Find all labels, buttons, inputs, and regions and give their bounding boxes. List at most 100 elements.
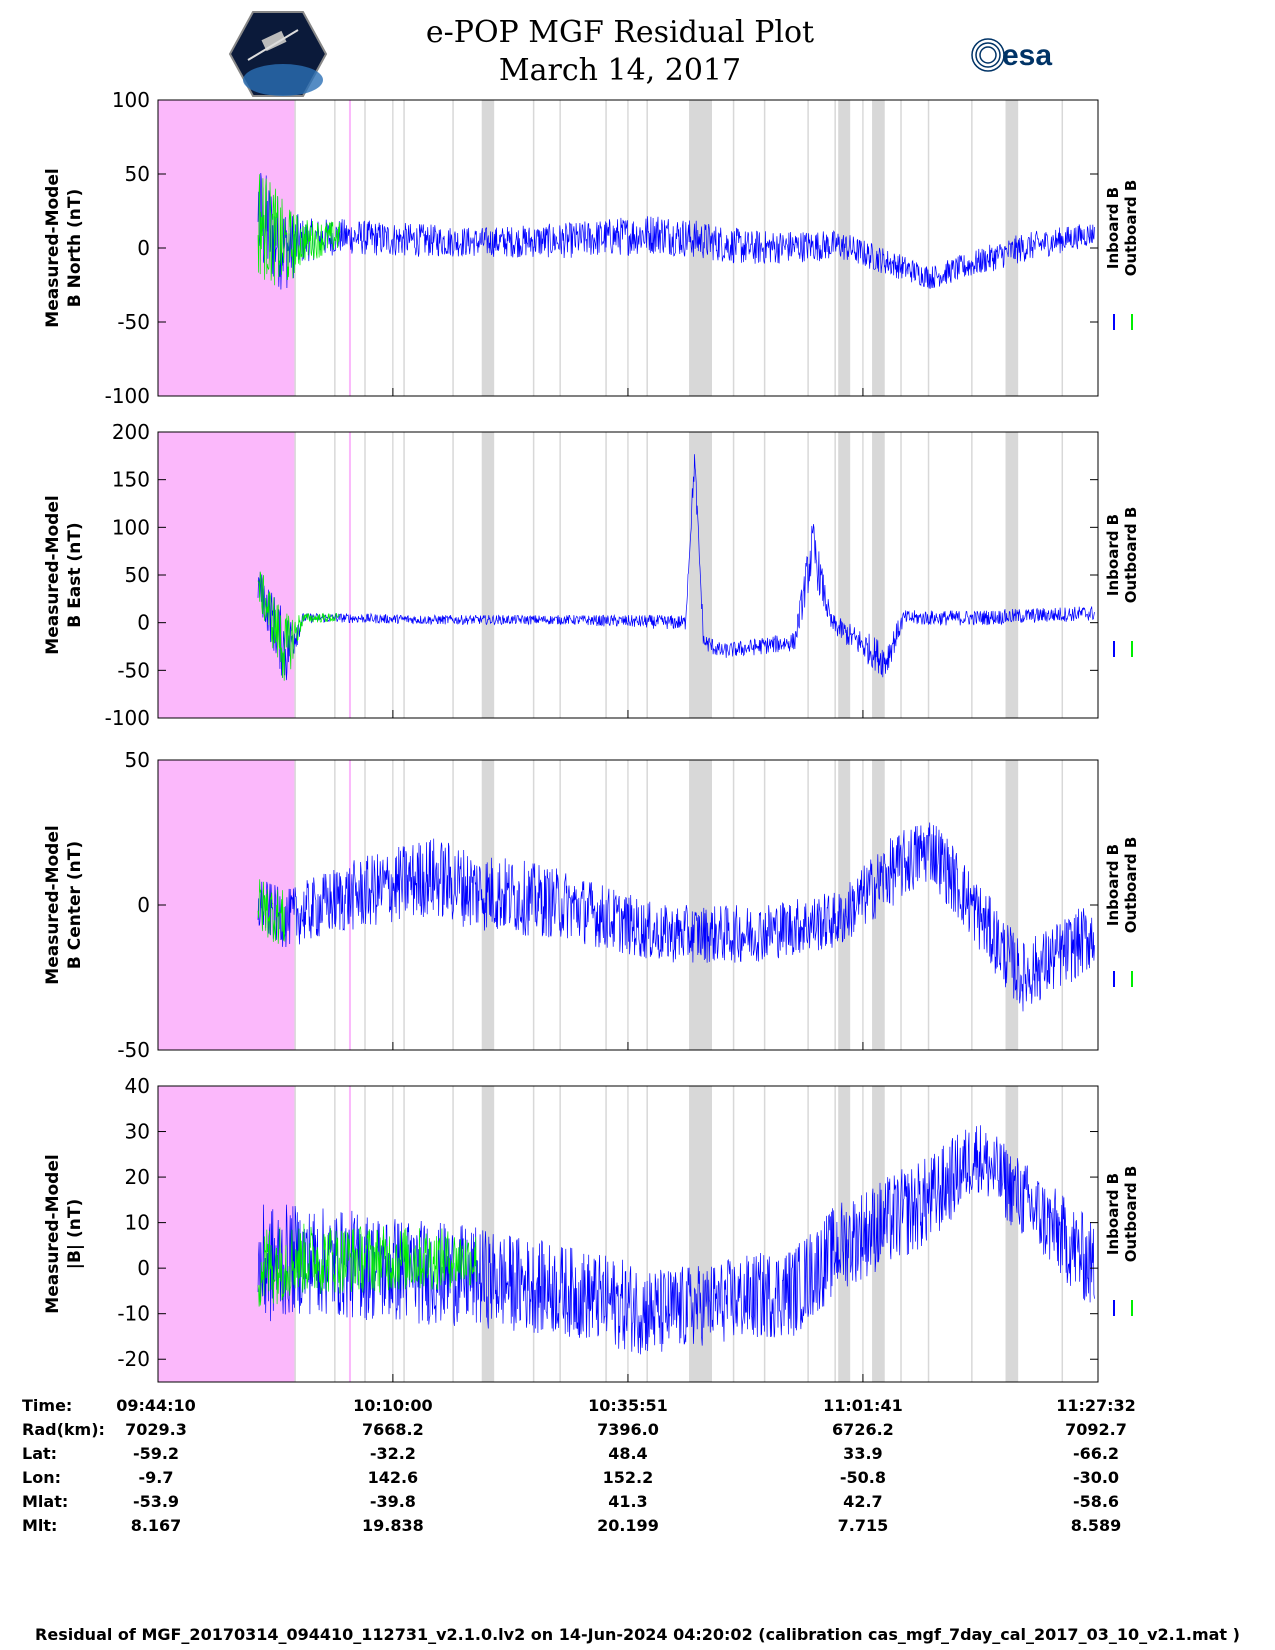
y-tick-label: 0	[137, 893, 150, 917]
gap-band	[481, 1086, 494, 1382]
esa-logo-text: esa	[1002, 39, 1052, 72]
gap-band	[452, 760, 454, 1050]
no-data-band	[348, 1086, 351, 1382]
gap-band	[1005, 1086, 1018, 1382]
y-axis-label: Measured-Model B North (nT)	[43, 168, 85, 327]
legend-inboard-label: Inboard B	[1104, 844, 1122, 926]
y-axis-label-line2: B North (nT)	[65, 189, 85, 308]
y-axis-label-line1: Measured-Model	[43, 168, 63, 327]
gap-band	[689, 1086, 702, 1382]
gap-band	[872, 1086, 885, 1382]
outboard-series-line	[257, 571, 341, 681]
y-tick-label: 50	[125, 563, 150, 587]
gap-band	[807, 760, 809, 1050]
no-data-band	[348, 432, 351, 718]
y-axis-label: Measured-Model |B| (nT)	[43, 1154, 85, 1313]
gap-band	[732, 760, 735, 1050]
gap-band	[403, 1086, 405, 1382]
gap-band	[403, 432, 405, 718]
gap-band	[900, 760, 902, 1050]
y-tick-label: 200	[112, 420, 150, 444]
y-tick-label: 0	[137, 236, 150, 260]
legend-outboard-label: Outboard B	[1122, 507, 1140, 604]
gap-band	[872, 100, 885, 396]
gap-band	[763, 1086, 766, 1382]
gap-band	[294, 760, 296, 1050]
y-tick-label: 150	[112, 468, 150, 492]
gap-band	[971, 432, 973, 718]
y-tick-label: -50	[117, 1038, 150, 1062]
gap-band	[807, 432, 809, 718]
no-data-band	[158, 432, 296, 718]
gap-band	[646, 432, 648, 718]
gap-band	[689, 760, 702, 1050]
y-tick-label: 50	[125, 162, 150, 186]
gap-band	[900, 1086, 902, 1382]
gap-band	[334, 432, 336, 718]
y-axis-label-line2: |B| (nT)	[65, 1199, 85, 1270]
gap-band	[763, 432, 766, 718]
y-axis-label-line2: B Center (nT)	[65, 841, 85, 969]
gap-band	[838, 432, 851, 718]
gap-band	[559, 100, 561, 396]
gap-band	[294, 432, 296, 718]
gap-band	[452, 432, 454, 718]
y-tick-label: -50	[117, 310, 150, 334]
gap-band	[971, 1086, 973, 1382]
gap-band	[971, 100, 973, 396]
esa-logo: esa	[971, 38, 1052, 72]
gap-band	[481, 432, 494, 718]
gap-band	[532, 1086, 535, 1382]
gap-band	[481, 760, 494, 1050]
y-axis-label-line1: Measured-Model	[43, 1154, 63, 1313]
gap-band	[559, 760, 561, 1050]
gap-band	[605, 100, 607, 396]
y-tick-label: 100	[112, 88, 150, 112]
legend-outboard-label: Outboard B	[1122, 1166, 1140, 1263]
gap-band	[732, 432, 735, 718]
y-tick-label: 50	[125, 748, 150, 772]
gap-band	[763, 100, 766, 396]
gap-band	[834, 1086, 836, 1382]
gap-band	[732, 1086, 735, 1382]
gap-band	[559, 1086, 561, 1382]
gap-band	[559, 432, 561, 718]
legend-outboard-label: Outboard B	[1122, 837, 1140, 934]
y-tick-label: -50	[117, 658, 150, 682]
outboard-series-line	[257, 879, 286, 944]
inboard-series-line	[257, 822, 1095, 1012]
gap-band	[699, 100, 712, 396]
gap-band	[1005, 760, 1018, 1050]
y-tick-label: 20	[125, 1165, 150, 1189]
gap-band	[646, 100, 648, 396]
gap-band	[838, 760, 851, 1050]
gap-band	[605, 1086, 607, 1382]
y-tick-label: 0	[137, 1256, 150, 1280]
legend-inboard-label: Inboard B	[1104, 187, 1122, 269]
y-tick-label: -100	[105, 384, 150, 408]
gap-band	[1005, 432, 1018, 718]
gap-band	[646, 1086, 648, 1382]
y-tick-label: 40	[125, 1074, 150, 1098]
gap-band	[699, 432, 712, 718]
cassiope-logo	[228, 11, 328, 97]
legend-outboard-label: Outboard B	[1122, 180, 1140, 277]
gap-band	[834, 432, 836, 718]
gap-band	[334, 100, 336, 396]
gap-band	[872, 760, 885, 1050]
chart-title: e-POP MGF Residual Plot March 14, 2017	[400, 14, 840, 90]
y-axis-label-line1: Measured-Model	[43, 825, 63, 984]
gap-band	[838, 1086, 851, 1382]
outboard-series-line	[257, 1223, 477, 1307]
outboard-series-line	[257, 174, 341, 286]
gap-band	[364, 1086, 366, 1382]
gap-band	[900, 432, 902, 718]
gap-band	[532, 760, 535, 1050]
date-text: March 14, 2017	[498, 53, 742, 88]
y-tick-label: -100	[105, 706, 150, 730]
gap-band	[927, 100, 930, 396]
y-tick-label: 0	[137, 611, 150, 635]
gap-band	[927, 432, 930, 718]
gap-band	[403, 760, 405, 1050]
